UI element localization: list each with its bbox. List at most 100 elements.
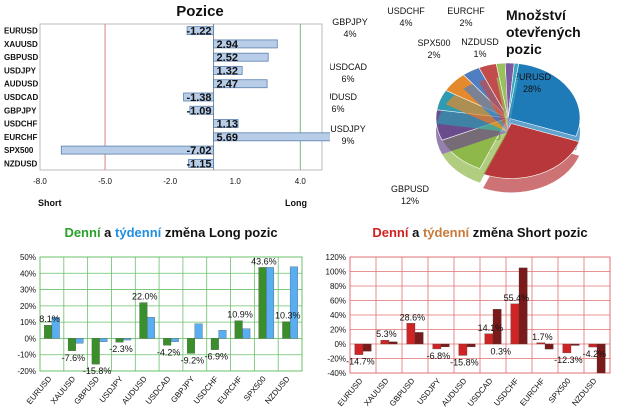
bar [266, 267, 275, 339]
category-label: EURCHF [4, 133, 37, 142]
slice-label: USDCHF [387, 6, 425, 16]
bar [242, 328, 251, 339]
category-label: NZDUSD [570, 376, 598, 407]
bar [163, 338, 172, 346]
bar [44, 325, 53, 339]
long-change-bar-chart: Denní a týdenní změna Long pozic -20% -10%… [17, 225, 303, 406]
bar [466, 343, 476, 348]
bar [147, 317, 155, 339]
category-label: EURCHF [518, 376, 546, 407]
bar [67, 338, 76, 351]
y-tick-label: -40% [327, 369, 346, 378]
bar [210, 338, 219, 350]
value-label: 1.7% [532, 332, 553, 342]
bar [51, 317, 60, 339]
bar [432, 343, 442, 350]
category-label: XAUUSD [362, 376, 390, 407]
value-label: 22.0% [132, 292, 158, 302]
bar [380, 340, 390, 345]
bar [123, 338, 132, 341]
bar [186, 26, 214, 36]
pie-slice-side [478, 77, 508, 132]
chart-title: Denní a týdenní změna Short pozic [372, 225, 587, 240]
y-tick-label: -20% [327, 355, 346, 364]
bar [187, 338, 195, 354]
bar [570, 343, 580, 346]
category-label: USDJPY [4, 66, 37, 75]
chart-title-part: změna Long pozic [161, 225, 277, 240]
x-tick-label: -8.0 [33, 177, 47, 186]
value-label: 10.9% [227, 310, 253, 320]
value-label: -6.9% [204, 352, 228, 362]
value-label: 2.47 [217, 79, 238, 91]
short-change-bar-chart: Denní a týdenní změna Short pozic -40% -20… [326, 225, 611, 408]
value-label: -14.7% [346, 357, 375, 367]
category-label: USDCAD [144, 374, 173, 406]
category-label: GBPUSD [4, 53, 38, 62]
pie-slice-side [445, 88, 508, 132]
y-tick-label: 120% [326, 253, 346, 262]
bar [91, 338, 100, 365]
value-label: -15.8% [83, 366, 112, 376]
chart-title-part: týdenní [115, 225, 162, 240]
bar [170, 338, 179, 342]
value-label: 5.3% [376, 329, 397, 339]
slice-percent: 4% [399, 18, 412, 28]
y-tick-label: 30% [20, 286, 36, 295]
bar [406, 323, 416, 345]
slice-label: EURCHF [447, 6, 485, 16]
category-label: AUDUSD [440, 376, 469, 408]
category-label: NZDUSD [4, 159, 38, 168]
category-label: USDCHF [492, 376, 520, 407]
pie-slice [507, 63, 581, 137]
short-label: Short [38, 198, 62, 208]
bar [213, 39, 278, 49]
y-tick-label: 60% [330, 297, 346, 306]
slice-label: AUDUSD [330, 92, 357, 102]
bar [189, 105, 214, 115]
y-tick-label: 50% [20, 253, 36, 262]
chart-title-part: Denní [372, 225, 409, 240]
value-label: -7.02 [186, 145, 211, 157]
bar [213, 119, 239, 128]
y-tick-label: 40% [330, 311, 346, 320]
category-label: USDCAD [4, 93, 38, 102]
value-label: -12.3% [554, 355, 583, 365]
bar [289, 266, 298, 339]
value-label: -2.3% [109, 344, 133, 354]
value-label: -1.22 [186, 26, 211, 38]
category-label: USDCAD [466, 376, 495, 408]
plot-frame [39, 256, 303, 372]
chart-title: Pozice [176, 3, 224, 20]
chart-title-part: a [408, 225, 422, 240]
bar [440, 343, 450, 348]
bar [183, 92, 214, 102]
slice-percent: 1% [473, 49, 486, 59]
value-label: 5.69 [217, 132, 238, 144]
bar [194, 323, 203, 339]
bar [115, 338, 124, 343]
bar [218, 330, 227, 339]
bar [388, 341, 398, 345]
bar [492, 309, 502, 345]
value-label: -9.2% [181, 355, 205, 365]
value-label: -1.09 [186, 105, 211, 117]
y-tick-label: 10% [20, 318, 36, 327]
pie-slice-side [508, 77, 519, 132]
category-label: EURUSD [4, 27, 38, 36]
slice-label: EURUSD [513, 72, 552, 82]
category-label: GBPUSD [388, 376, 417, 408]
slice-percent: 28% [523, 84, 541, 94]
bar [60, 145, 214, 155]
y-tick-label: -20% [17, 367, 36, 376]
chart-title-part: a [101, 225, 115, 240]
bar [562, 343, 572, 354]
bar [213, 66, 243, 75]
bar [362, 343, 372, 352]
category-label: GBPUSD [72, 374, 101, 406]
x-tick-label: -5.0 [98, 177, 112, 186]
y-tick-label: 80% [330, 282, 346, 291]
value-label: 1.13 [217, 119, 238, 131]
value-label: -6.8% [427, 351, 451, 361]
slice-percent: 9% [341, 136, 354, 146]
